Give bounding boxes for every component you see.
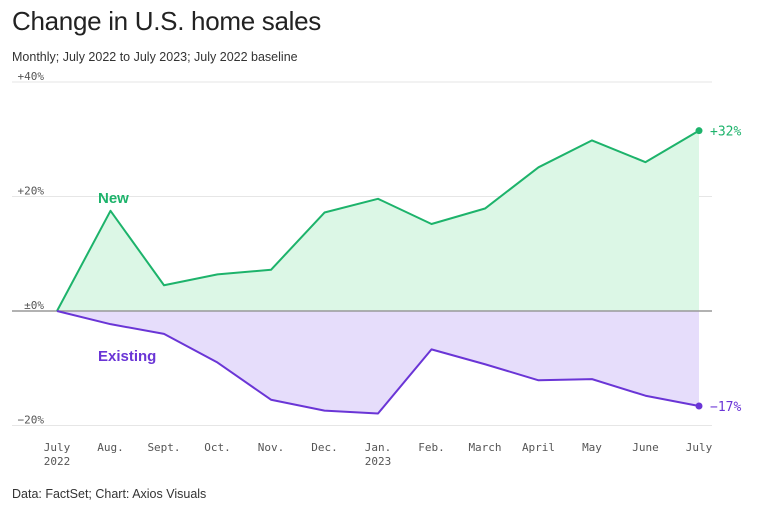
x-tick-label: Aug.	[97, 441, 124, 454]
existing-series-area	[57, 311, 699, 414]
x-tick-label: March	[468, 441, 501, 454]
x-tick-label: May	[582, 441, 602, 454]
x-tick-label: Oct.	[204, 441, 231, 454]
x-tick-label: June	[632, 441, 659, 454]
x-tick-label: Dec.	[311, 441, 338, 454]
x-tick-year-label: 2023	[365, 455, 392, 468]
source-note: Data: FactSet; Chart: Axios Visuals	[12, 487, 207, 501]
new-end-point	[695, 127, 703, 135]
new-series-area	[57, 130, 699, 311]
y-tick-label: ±0%	[24, 299, 44, 312]
x-tick-label: Feb.	[418, 441, 445, 454]
x-tick-label: Sept.	[147, 441, 180, 454]
new-end-label: +32%	[710, 125, 741, 140]
x-tick-label: July	[686, 441, 713, 454]
existing-end-point	[695, 402, 703, 410]
new-series-label: New	[98, 190, 129, 207]
existing-end-label: −17%	[710, 400, 741, 415]
new-series-line	[56, 129, 700, 312]
x-tick-year-label: 2022	[44, 455, 71, 468]
y-tick-label: −20%	[18, 414, 45, 427]
chart-subtitle: Monthly; July 2022 to July 2023; July 20…	[12, 50, 298, 64]
y-tick-label: +20%	[18, 185, 45, 198]
x-tick-label: July	[44, 441, 71, 454]
existing-series-line	[56, 310, 700, 415]
x-tick-label: Nov.	[258, 441, 285, 454]
chart-title: Change in U.S. home sales	[12, 6, 322, 36]
x-tick-label: Jan.	[365, 441, 392, 454]
y-tick-label: +40%	[18, 70, 45, 83]
existing-series-label: Existing	[98, 348, 156, 365]
x-tick-label: April	[522, 441, 555, 454]
